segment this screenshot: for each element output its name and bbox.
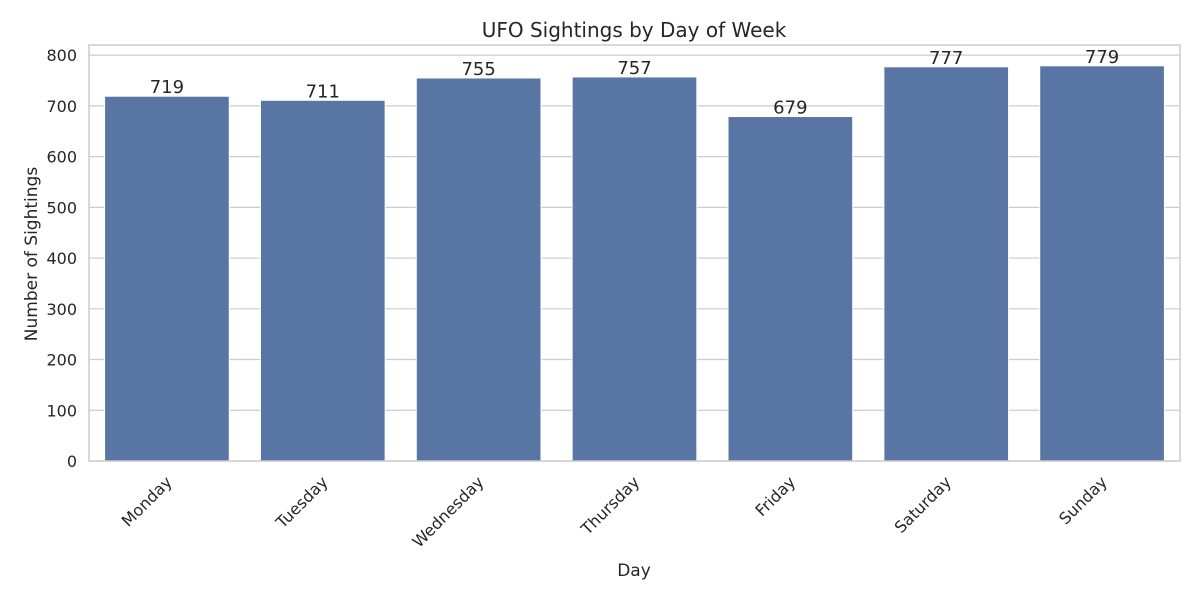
value-label: 711 — [306, 81, 340, 102]
value-label: 757 — [617, 58, 651, 79]
y-tick-label: 500 — [46, 198, 77, 217]
x-tick-label: Sunday — [1055, 472, 1111, 528]
x-tick-label: Monday — [118, 472, 176, 530]
y-tick-label: 300 — [46, 300, 77, 319]
x-tick-label: Wednesday — [409, 472, 488, 551]
x-axis-ticks: Monday Tuesday Wednesday Thursday Friday Satu… — [118, 472, 1111, 551]
value-labels: 719 711 755 757 679 777 779 — [150, 47, 1120, 119]
y-axis-label: Number of Sightings — [22, 167, 42, 342]
y-tick-label: 400 — [46, 249, 77, 268]
bar-wednesday — [415, 77, 542, 462]
value-label: 779 — [1085, 47, 1119, 68]
bar-thursday — [571, 76, 698, 462]
y-tick-label: 100 — [46, 401, 77, 420]
value-label: 719 — [150, 77, 184, 98]
x-tick-label: Tuesday — [271, 472, 331, 532]
x-tick-label: Thursday — [577, 472, 644, 539]
x-axis-label: Day — [617, 561, 651, 581]
bar-sunday — [1039, 65, 1165, 462]
bar-tuesday — [259, 99, 386, 462]
y-axis-ticks: 0 100 200 300 400 500 600 700 800 — [46, 46, 77, 471]
value-label: 777 — [929, 48, 963, 69]
plot-frame — [88, 44, 1181, 462]
bar-friday — [727, 116, 854, 462]
bar-monday — [104, 95, 230, 462]
bars — [104, 65, 1165, 462]
y-tick-label: 0 — [67, 452, 77, 471]
value-label: 755 — [461, 59, 495, 80]
bar-saturday — [883, 66, 1010, 462]
y-tick-label: 200 — [46, 351, 77, 370]
y-tick-label: 800 — [46, 46, 77, 65]
x-tick-label: Friday — [751, 472, 799, 520]
x-tick-label: Saturday — [891, 472, 955, 536]
value-label: 679 — [773, 98, 807, 119]
y-tick-label: 700 — [46, 97, 77, 116]
y-tick-label: 600 — [46, 148, 77, 167]
chart-title: UFO Sightings by Day of Week — [482, 18, 787, 42]
